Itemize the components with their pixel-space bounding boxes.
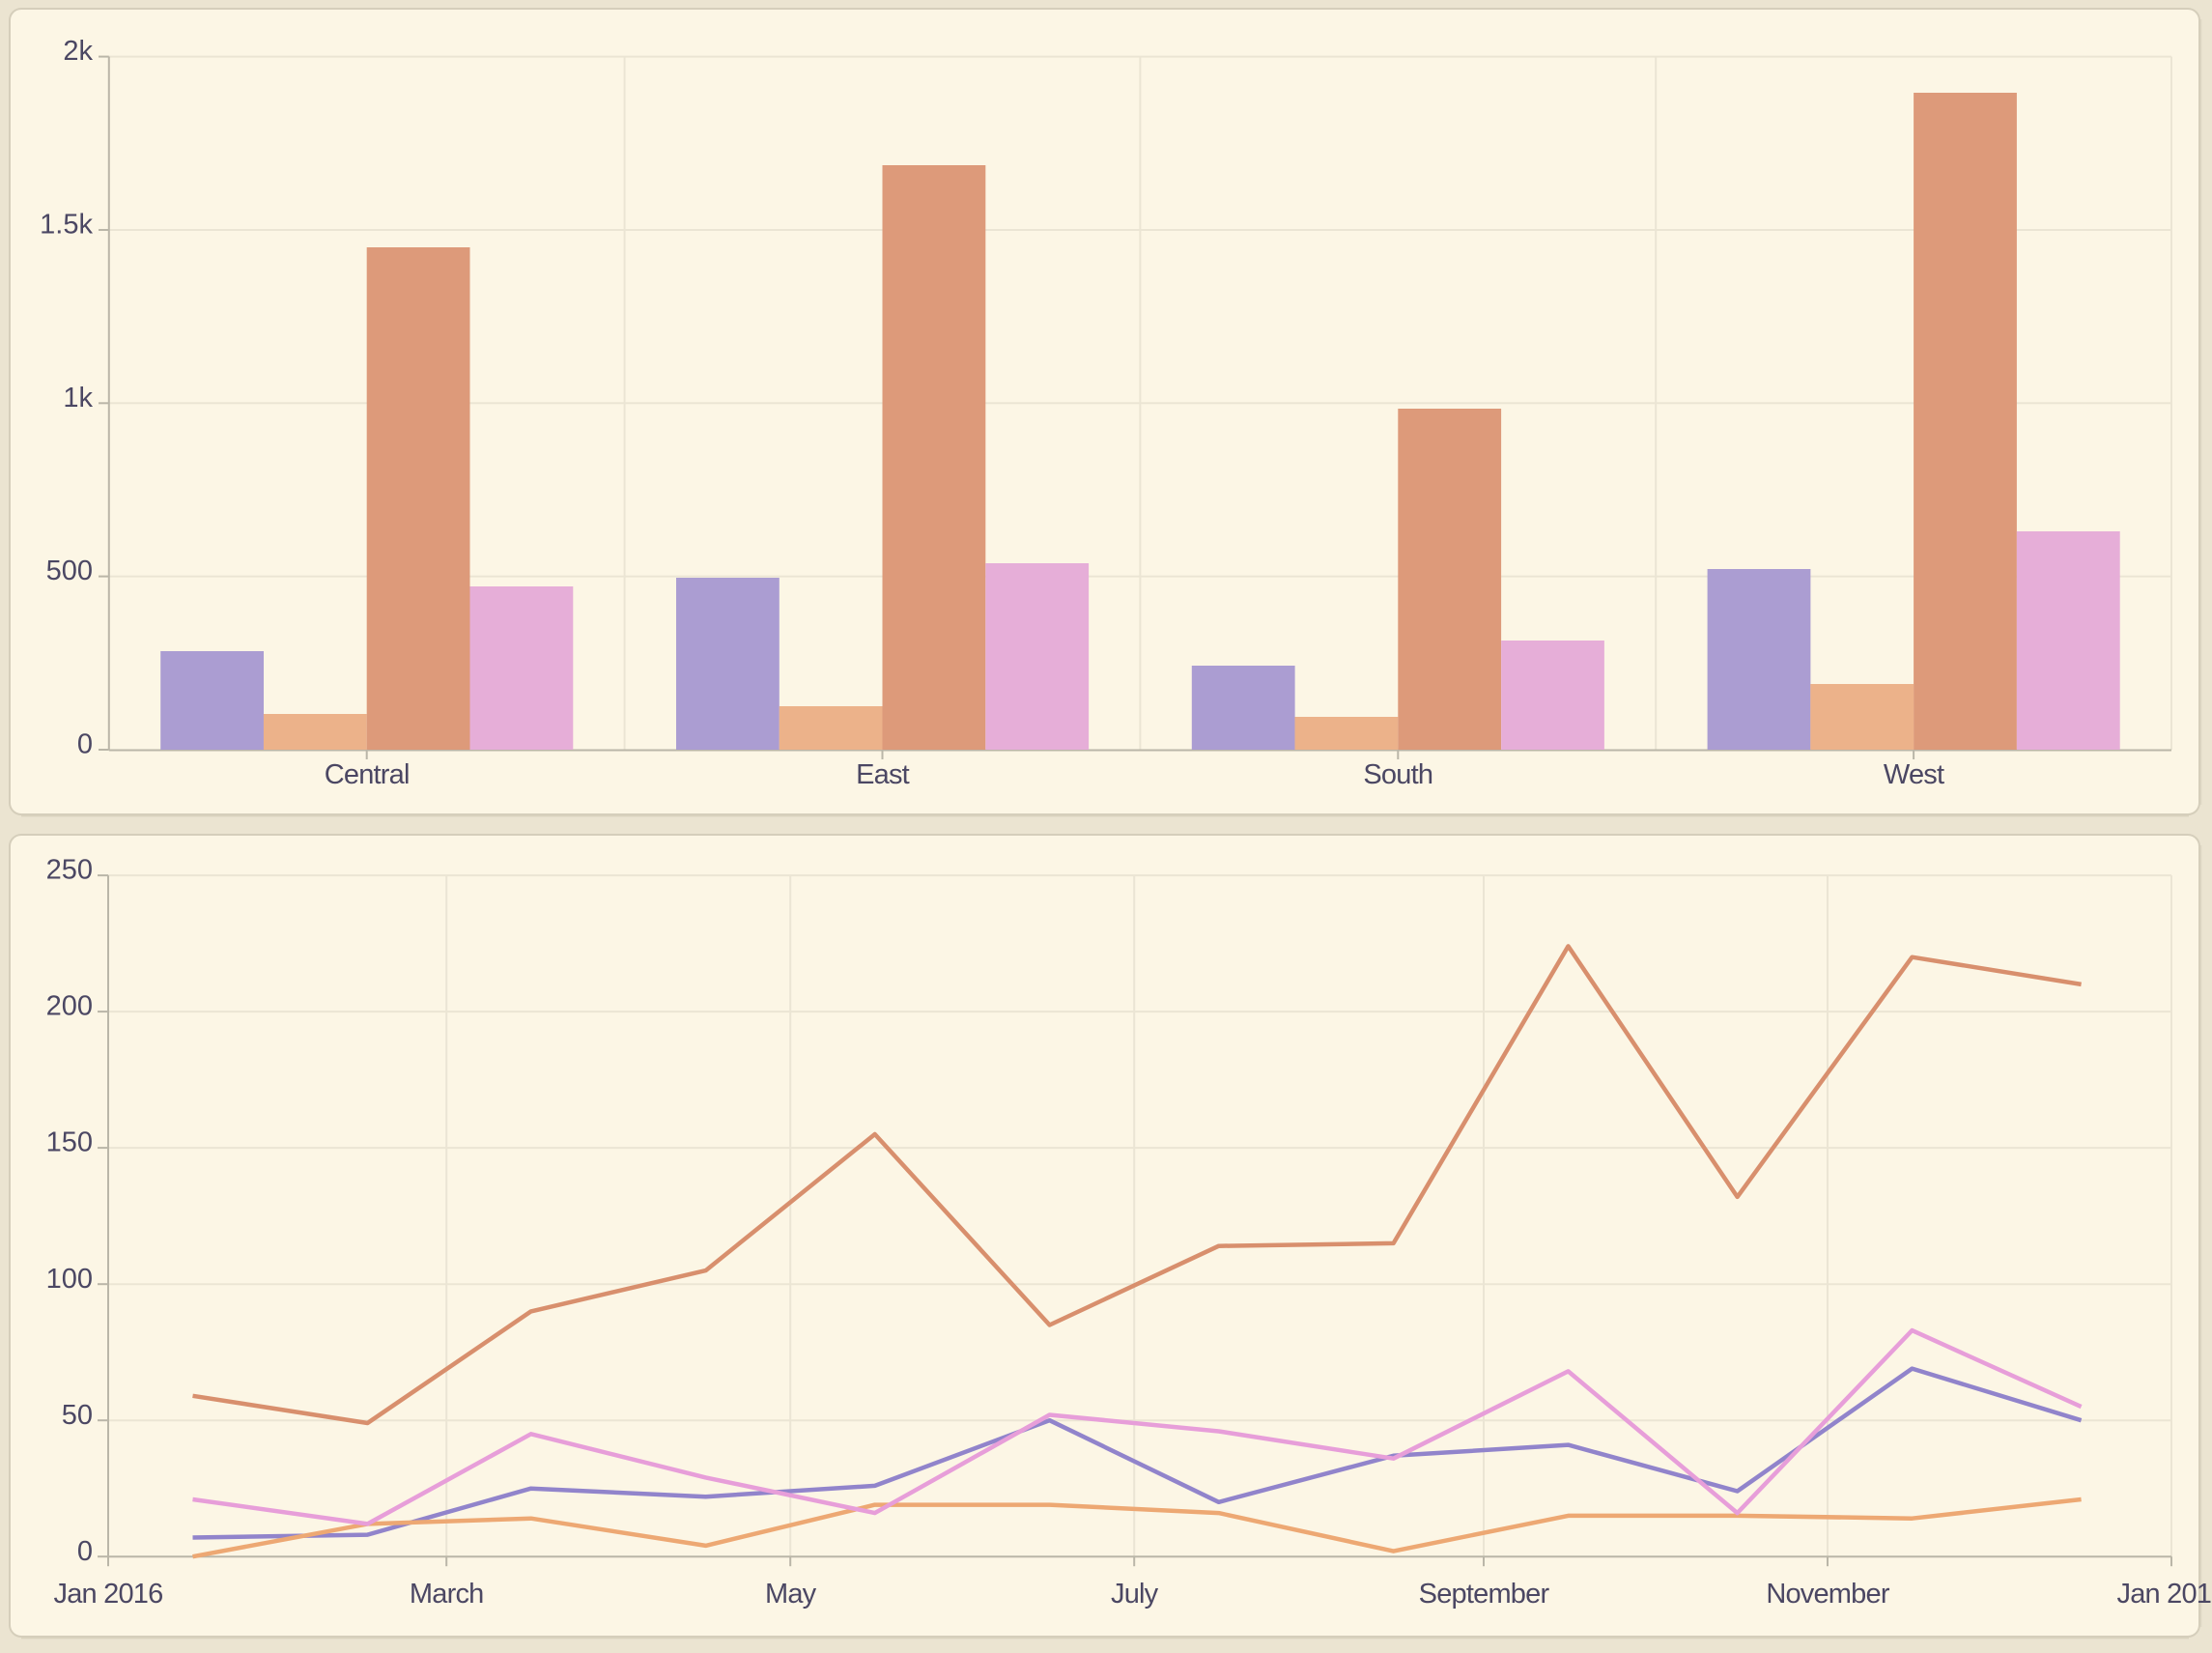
svg-text:0: 0: [77, 1536, 93, 1567]
svg-text:2k: 2k: [63, 36, 93, 67]
svg-text:March: March: [410, 1579, 484, 1610]
svg-text:1.5k: 1.5k: [40, 210, 93, 241]
svg-text:May: May: [765, 1579, 817, 1610]
svg-text:150: 150: [46, 1127, 93, 1158]
svg-text:250: 250: [46, 855, 93, 886]
svg-text:July: July: [1111, 1579, 1159, 1610]
svg-text:Jan 2016: Jan 2016: [54, 1579, 163, 1610]
svg-text:100: 100: [46, 1264, 93, 1295]
svg-text:September: September: [1419, 1579, 1550, 1610]
svg-text:November: November: [1766, 1579, 1890, 1610]
svg-text:0: 0: [77, 729, 93, 760]
svg-text:200: 200: [46, 991, 93, 1022]
svg-text:West: West: [1884, 759, 1944, 790]
svg-text:500: 500: [46, 556, 93, 586]
svg-text:Jan 2017: Jan 2017: [2117, 1579, 2212, 1610]
svg-text:Central: Central: [325, 759, 410, 790]
svg-text:1k: 1k: [63, 383, 93, 413]
svg-text:50: 50: [62, 1400, 93, 1431]
svg-text:East: East: [856, 759, 910, 790]
svg-text:South: South: [1363, 759, 1432, 790]
